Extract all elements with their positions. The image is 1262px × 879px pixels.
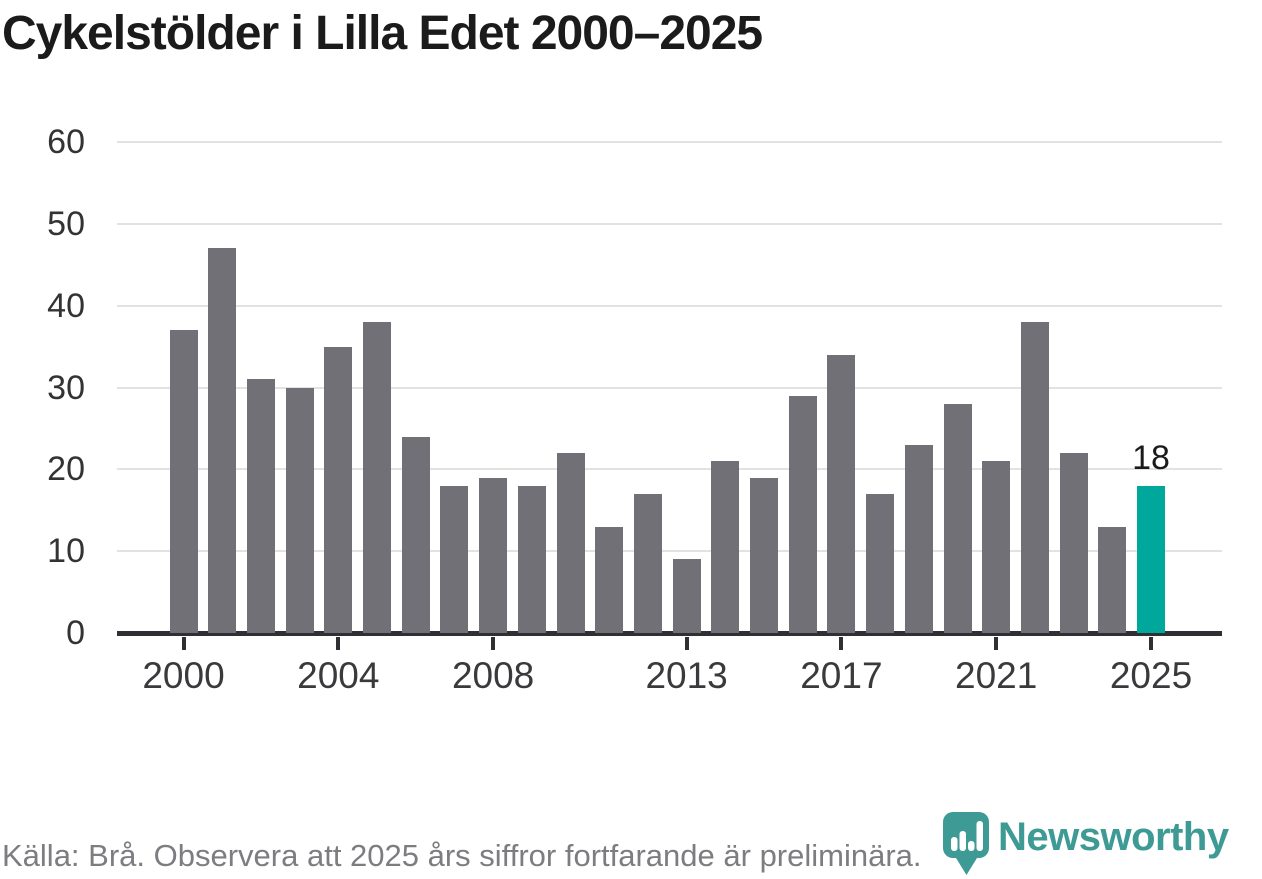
- bar-2011: [595, 526, 624, 633]
- y-axis-label-20: 20: [47, 450, 85, 489]
- bar-2019: [904, 444, 933, 633]
- x-axis-label-2025: 2025: [1109, 655, 1193, 696]
- bar-2005: [363, 322, 391, 633]
- x-tick-2004: [336, 637, 341, 650]
- bar-2021: [982, 461, 1011, 633]
- x-axis-label-2000: 2000: [142, 655, 225, 696]
- x-axis-label-2004: 2004: [297, 655, 380, 696]
- bar-2023: [1059, 452, 1088, 633]
- y-axis-label-60: 60: [47, 123, 85, 161]
- bar-2000: [169, 330, 198, 633]
- x-axis-label-2008: 2008: [451, 655, 535, 696]
- source-note: Källa: Brå. Observera att 2025 års siffr…: [2, 838, 922, 873]
- bar-2020: [943, 403, 972, 633]
- bar-2012: [633, 493, 662, 633]
- bar-2002: [246, 379, 275, 633]
- bar-2024: [1098, 526, 1127, 633]
- gridline-30: [117, 386, 1222, 389]
- y-axis-label-0: 0: [66, 614, 85, 652]
- y-axis-label-30: 30: [47, 368, 85, 407]
- newsworthy-logo: Newsworthy: [943, 812, 1229, 876]
- x-tick-2013: [684, 637, 689, 650]
- bar-2001: [208, 248, 237, 633]
- bar-2017: [827, 354, 856, 633]
- y-axis-label-50: 50: [47, 204, 85, 243]
- gridline-60: [117, 141, 1222, 143]
- y-axis-label-10: 10: [47, 532, 85, 571]
- x-tick-2017: [839, 637, 844, 650]
- bar-2016: [788, 395, 817, 633]
- bar-2018: [866, 493, 895, 633]
- newsworthy-pin-icon: [943, 812, 989, 875]
- x-tick-2008: [491, 637, 496, 650]
- bar-2015: [750, 477, 778, 633]
- highlight-value-label: 18: [1132, 438, 1170, 477]
- newsworthy-wordmark: Newsworthy: [998, 815, 1229, 859]
- bar-2003: [285, 387, 314, 633]
- gridline-10: [117, 550, 1222, 553]
- plot-area: 18: [117, 141, 1222, 650]
- gridline-20: [117, 468, 1222, 471]
- gridline-50: [117, 222, 1222, 225]
- y-axis-label-40: 40: [47, 286, 85, 325]
- bar-2007: [440, 485, 469, 633]
- x-tick-2021: [994, 637, 999, 650]
- x-tick-2025: [1149, 637, 1153, 650]
- gridline-40: [117, 304, 1222, 307]
- x-axis-label-2021: 2021: [955, 655, 1038, 696]
- chart-title: Cykelstölder i Lilla Edet 2000–2025: [2, 7, 763, 60]
- bar-2010: [556, 452, 585, 633]
- bar-2004: [324, 346, 353, 633]
- bar-2025: [1137, 485, 1165, 633]
- bar-2009: [517, 485, 546, 633]
- x-axis-label-2017: 2017: [800, 655, 883, 696]
- bar-2013: [672, 559, 701, 633]
- bar-2022: [1020, 322, 1049, 633]
- bar-2008: [479, 477, 508, 633]
- x-axis-label-2013: 2013: [645, 655, 728, 696]
- x-axis-line: [117, 631, 1222, 636]
- bar-2014: [711, 461, 740, 633]
- x-tick-2000: [181, 637, 186, 650]
- bar-2006: [401, 436, 430, 633]
